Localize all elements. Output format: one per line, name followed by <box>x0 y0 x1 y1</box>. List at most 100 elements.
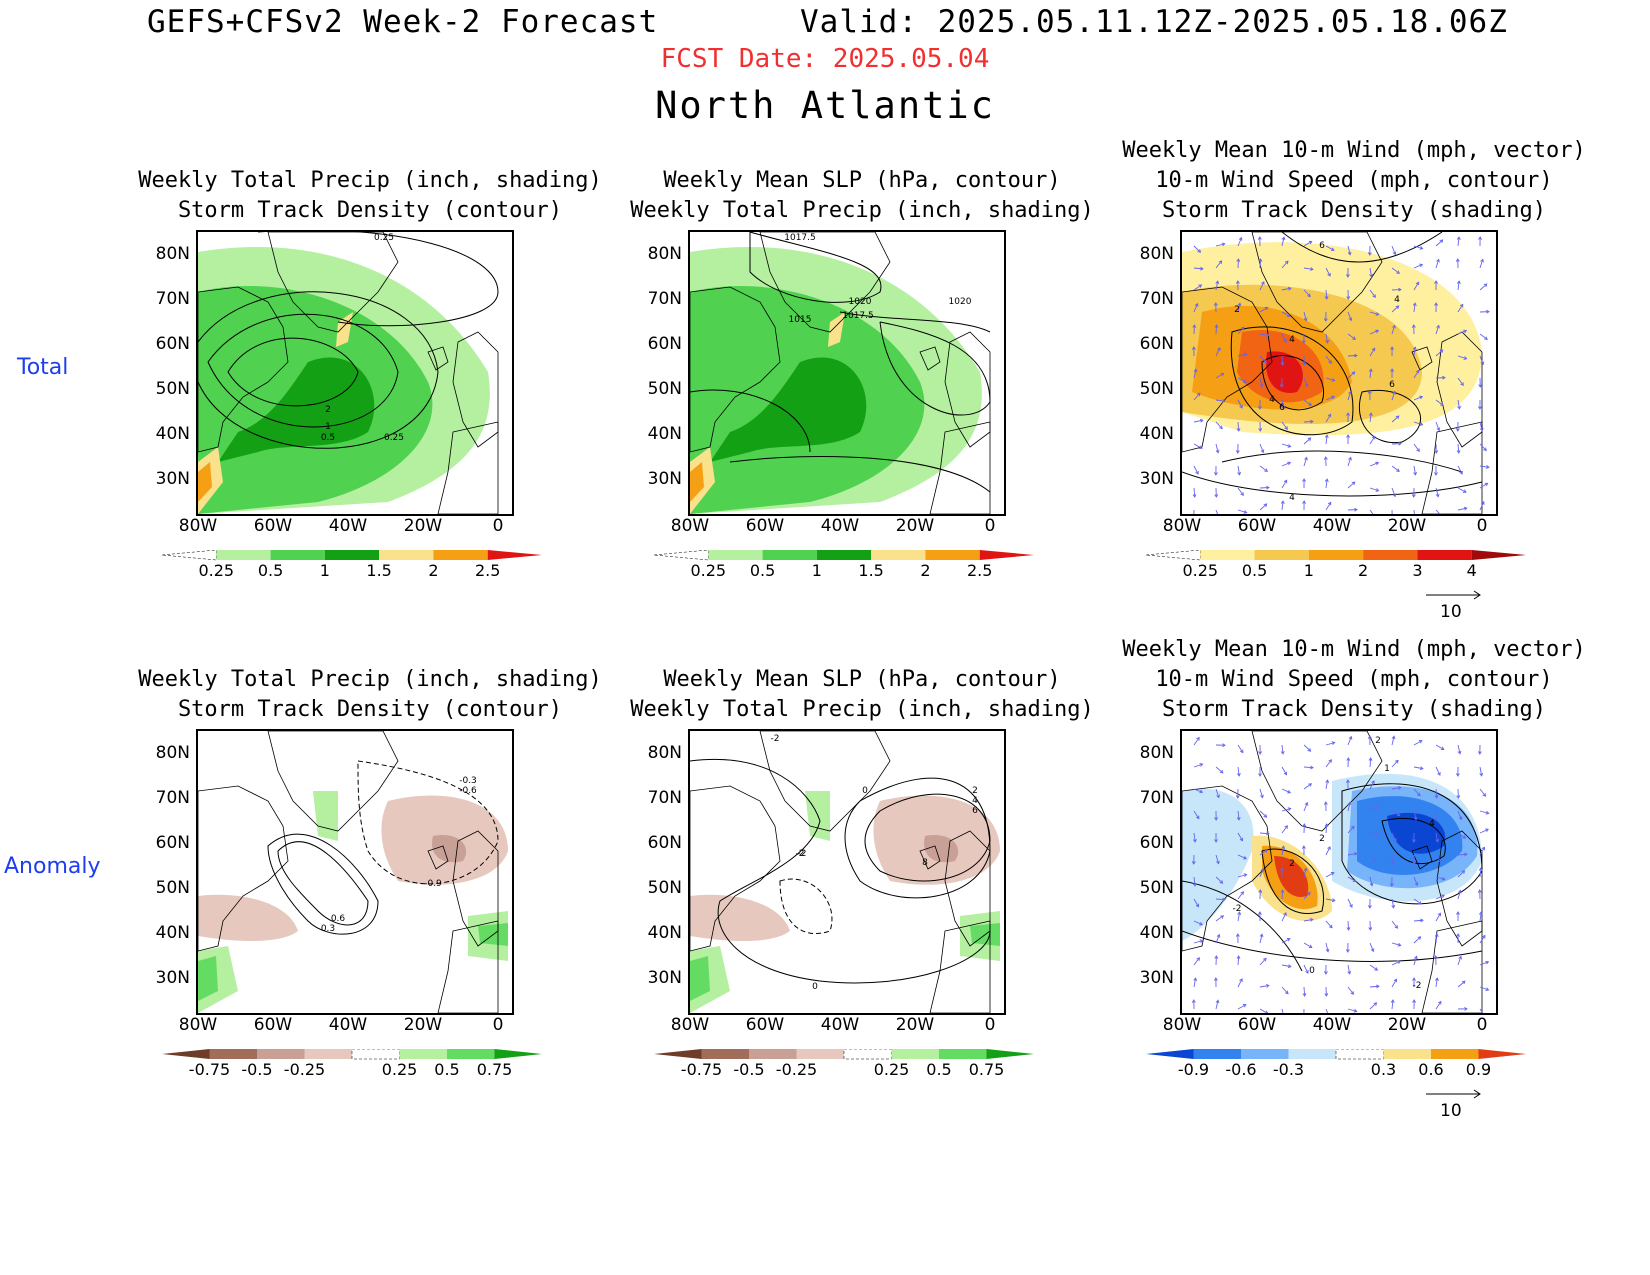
colorbar-segment <box>654 550 709 561</box>
wind-vector-head <box>1257 911 1262 915</box>
wind-vector <box>1391 978 1397 988</box>
colorbar-segment <box>1241 1049 1289 1059</box>
wind-vector <box>1215 1000 1219 1010</box>
wind-vector <box>1435 854 1442 863</box>
wind-vector <box>1369 832 1379 836</box>
lon-tick-label: 60W <box>1237 1015 1277 1035</box>
wind-vector-head <box>1419 766 1424 771</box>
contour-label: 0.5 <box>321 433 335 443</box>
colorbar-segment <box>433 550 488 560</box>
colorbar-label: 2.5 <box>474 561 501 580</box>
colorbar-label: 0.25 <box>381 1060 418 1079</box>
lat-tick-label: 80N <box>647 743 682 763</box>
wind-vector-head <box>1239 837 1244 842</box>
wind-vector-head <box>1418 740 1423 744</box>
colorbar-label: 0.25 <box>873 1060 910 1079</box>
wind-vector-head <box>1480 258 1484 263</box>
wind-vector-head <box>1302 823 1307 827</box>
wind-vector-head <box>1242 379 1247 383</box>
wind-vector <box>1281 846 1285 856</box>
wind-vector <box>1479 482 1488 489</box>
panel-title: Weekly Mean 10-m Wind (mph, vector) 10-m… <box>1122 138 1586 223</box>
wind-vector-head <box>1461 980 1466 985</box>
wind-vector <box>1369 436 1376 445</box>
colorbar-segment <box>1308 550 1364 560</box>
wind-vector-head <box>1213 977 1218 981</box>
wind-vector <box>1435 744 1445 750</box>
wind-vector <box>1479 283 1488 291</box>
wind-vector-head <box>1485 465 1490 469</box>
contour-line <box>277 841 369 926</box>
wind-vector-head <box>1419 395 1424 400</box>
wind-vector <box>1347 311 1352 321</box>
contour-label: 2 <box>1234 305 1240 315</box>
colorbar-segment <box>654 1049 702 1059</box>
wind-vector <box>1281 964 1291 968</box>
wind-vector-head <box>1243 510 1248 514</box>
wind-vector <box>1193 487 1196 498</box>
wind-vector-head <box>1330 872 1335 876</box>
contour-label: 1017.5 <box>842 311 874 321</box>
wind-vector-head <box>1260 867 1265 872</box>
wind-vector-head <box>1219 880 1224 884</box>
vector-reference-arrow <box>1426 1089 1481 1099</box>
wind-vector-head <box>1258 751 1263 755</box>
wind-vector <box>1413 956 1417 966</box>
wind-vector <box>1347 853 1357 856</box>
wind-vector <box>1281 311 1291 317</box>
panel-total-precip-storm: Weekly Total Precip (inch, shading) Stor… <box>110 136 630 616</box>
colorbar-segment <box>1431 1049 1479 1059</box>
contour-label: 2 <box>1289 859 1295 869</box>
wind-vector-head <box>1214 817 1219 821</box>
wind-vector-head <box>1213 472 1218 476</box>
contour-line <box>258 232 499 327</box>
wind-vector-head <box>1369 273 1374 278</box>
wind-vector-head <box>1479 911 1483 916</box>
wind-vector-head <box>1284 825 1288 829</box>
wind-vector <box>1457 355 1467 360</box>
wind-vector-head <box>1371 780 1375 784</box>
colorbar-segment <box>487 550 542 560</box>
shading-region <box>710 357 867 462</box>
wind-vector-head <box>1304 383 1309 388</box>
colorbar-segment <box>708 550 763 560</box>
wind-vector-head <box>1302 478 1306 482</box>
wind-vector <box>1479 810 1489 814</box>
wind-vector-head <box>1367 905 1372 909</box>
colorbar <box>162 550 542 561</box>
wind-vector-head <box>1301 845 1306 849</box>
wind-vector-head <box>1371 435 1376 440</box>
wind-vector <box>1369 876 1373 886</box>
lon-tick-label: 80W <box>178 516 218 536</box>
wind-vector-head <box>1242 1004 1247 1008</box>
wind-vector-head <box>1368 927 1373 931</box>
colorbar-label: 2 <box>920 561 931 580</box>
wind-vector <box>1215 854 1220 864</box>
colorbar-label: -0.25 <box>283 1060 326 1079</box>
wind-vector-head <box>1390 368 1395 372</box>
wind-vector <box>1413 876 1418 886</box>
wind-vector-head <box>1412 999 1417 1003</box>
shading-region <box>198 462 212 502</box>
wind-vector <box>1193 465 1199 475</box>
wind-vector-head <box>1414 882 1419 887</box>
wind-vector-head <box>1308 944 1313 949</box>
colorbar-label: 0.5 <box>434 1060 460 1079</box>
wind-vector-head <box>1235 933 1240 937</box>
colorbar-segment <box>939 1049 987 1059</box>
contour-label: 1 <box>325 422 331 432</box>
contour-label: 2 <box>972 786 978 796</box>
wind-vector <box>1281 355 1284 366</box>
contour-label: 0.25 <box>384 433 404 443</box>
wind-vector-head <box>1455 428 1460 432</box>
wind-vector-head <box>1434 933 1439 937</box>
wind-vector <box>1347 333 1356 340</box>
wind-vector-head <box>1434 280 1438 284</box>
colorbar-segment <box>1335 1049 1384 1060</box>
wind-vector-head <box>1439 239 1444 243</box>
wind-vector <box>1193 788 1203 793</box>
wind-vector <box>1347 457 1352 467</box>
wind-vector-head <box>1280 751 1285 755</box>
colorbar-label: 1 <box>1303 561 1314 580</box>
contour-label: 2 <box>325 405 331 415</box>
